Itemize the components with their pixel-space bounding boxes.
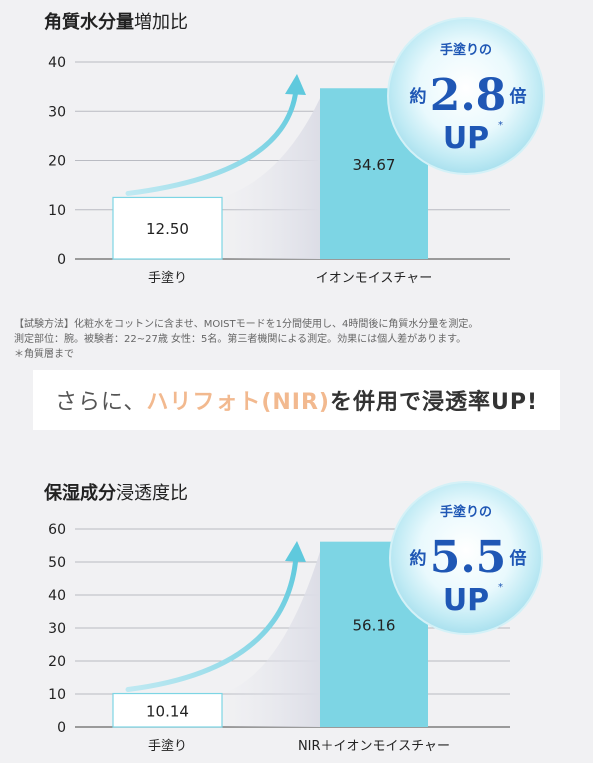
badge-number: 2.8 [430,70,507,121]
chart2-title-bold: 保湿成分 [44,483,116,504]
note-line-1: 【試験方法】化粧水をコットンに含ませ、MOISTモードを1分間使用し、4時間後に… [14,319,479,330]
y-tick-label: 40 [48,588,66,604]
badge-up: UP [443,583,489,618]
category-label: NIR＋イオンモイスチャー [298,739,450,754]
bar-0 [112,196,223,260]
banner-pre: さらに、 [54,390,147,415]
category-label: イオンモイスチャー [316,271,432,286]
banner-post: を併用で浸透率UP! [329,390,539,415]
growth-shade [222,551,320,727]
badge-up: UP [443,121,489,156]
y-tick-label: 0 [57,252,66,268]
growth-arrow [125,87,299,196]
banner-accent: ハリフォト(NIR) [146,390,330,415]
category-label: 手塗り [148,270,187,286]
note-line-3: ＊角質層まで [14,349,74,360]
test-method-note: 【試験方法】化粧水をコットンに含ませ、MOISTモードを1分間使用し、4時間後に… [14,317,584,362]
badge-suffix: 倍 [510,548,527,569]
bar-value-label: 56.16 [353,617,396,635]
chart2-title: 保湿成分浸透度比 [44,479,188,505]
badge-prefix: 約 [410,86,427,107]
y-tick-label: 40 [48,55,66,71]
badge-number: 5.5 [430,532,507,583]
chart1-title-bold: 角質水分量 [44,12,134,33]
y-tick-label: 0 [57,720,66,736]
promo-banner: さらに、 ハリフォト(NIR) を併用で浸透率UP! [33,370,560,430]
chart1-title: 角質水分量増加比 [44,8,188,34]
badge-top-text: 手塗りの [440,42,492,58]
note-line-2: 測定部位：腕。被験者：22~27歳 女性：5名。第三者機関による測定。効果には個… [14,334,467,345]
growth-shade [222,98,320,260]
arrow-head-icon [285,74,306,95]
y-tick-label: 10 [48,687,66,703]
y-tick-label: 50 [48,555,66,571]
chart2-title-rest: 浸透度比 [116,483,188,504]
y-tick-label: 10 [48,203,66,219]
y-tick-label: 30 [48,104,66,120]
y-tick-label: 20 [48,154,66,170]
y-tick-label: 30 [48,621,66,637]
badge-star: * [498,582,503,593]
chart2: 0 10 20 30 40 50 60 10.14 手塗り 56.16 NIR＋イオンモイスチャー 手… [48,481,543,754]
y-tick-label: 20 [48,654,66,670]
chart1-title-rest: 増加比 [134,12,188,33]
bar-value-label: 34.67 [353,156,396,174]
badge-prefix: 約 [410,548,427,569]
badge-suffix: 倍 [510,86,527,107]
growth-arrow [125,554,299,693]
arrow-head-icon [285,541,306,562]
badge-star: * [498,120,503,131]
y-tick-label: 60 [48,522,66,538]
badge-top-text: 手塗りの [440,504,492,520]
bar-value-label: 10.14 [146,702,189,720]
bar-value-label: 12.50 [146,220,189,238]
bar-0 [112,692,223,728]
category-label: 手塗り [148,738,187,754]
